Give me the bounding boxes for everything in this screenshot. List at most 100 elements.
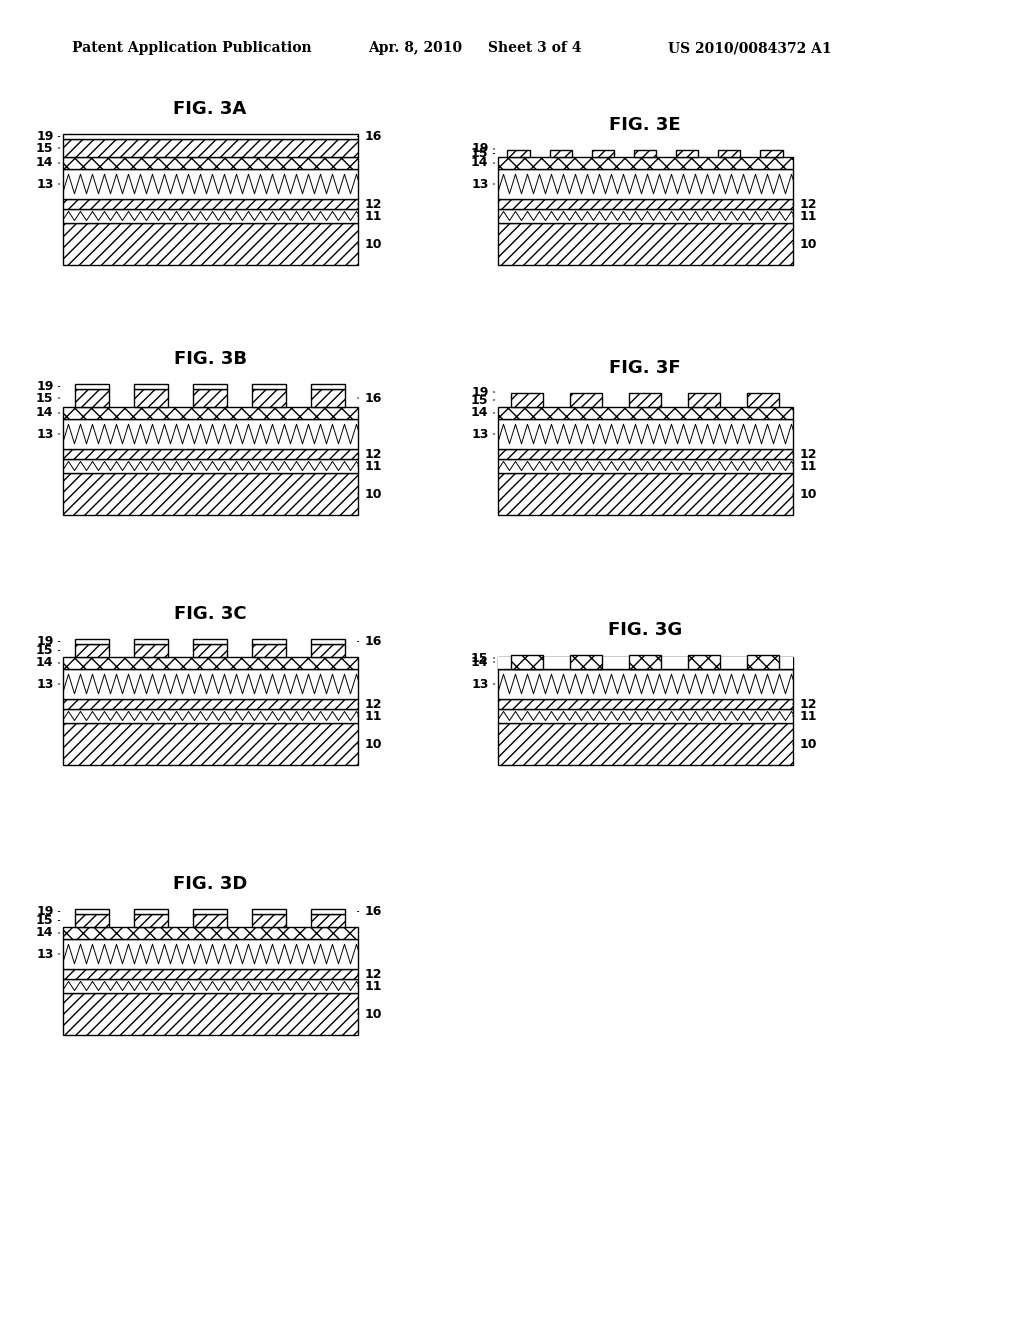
Bar [748, 393, 779, 407]
Bar [498, 169, 793, 199]
Text: Patent Application Publication: Patent Application Publication [72, 41, 311, 55]
Bar [252, 389, 286, 407]
Bar [194, 389, 227, 407]
Bar [134, 639, 168, 644]
Bar [62, 157, 357, 169]
Bar [688, 655, 720, 669]
Text: 19: 19 [36, 129, 53, 143]
Text: 10: 10 [800, 487, 817, 500]
Bar [498, 199, 793, 209]
Bar [62, 723, 357, 766]
Text: 16: 16 [365, 635, 382, 648]
Bar [134, 389, 168, 407]
Text: 14: 14 [36, 656, 53, 669]
Bar [629, 655, 660, 669]
Text: 16: 16 [365, 392, 382, 404]
Text: 13: 13 [36, 677, 53, 690]
Text: 11: 11 [365, 459, 382, 473]
Bar [62, 135, 357, 139]
Bar [62, 927, 357, 939]
Bar [498, 209, 793, 223]
Text: FIG. 3B: FIG. 3B [173, 350, 247, 368]
Bar [498, 723, 793, 766]
Bar [62, 209, 357, 223]
Bar [676, 150, 698, 157]
Bar [311, 644, 345, 657]
Text: 10: 10 [365, 738, 382, 751]
Bar [550, 150, 571, 157]
Text: 12: 12 [365, 697, 382, 710]
Text: 15: 15 [471, 652, 488, 664]
Bar [498, 449, 793, 459]
Bar [498, 407, 793, 418]
Text: 13: 13 [471, 177, 488, 190]
Bar [62, 939, 357, 969]
Bar [62, 657, 357, 669]
Bar [194, 644, 227, 657]
Bar [62, 979, 357, 993]
Text: 13: 13 [471, 677, 488, 690]
Text: FIG. 3C: FIG. 3C [174, 605, 247, 623]
Text: 11: 11 [365, 710, 382, 722]
Bar [62, 669, 357, 700]
Bar [62, 169, 357, 199]
Text: 14: 14 [471, 407, 488, 420]
Text: FIG. 3A: FIG. 3A [173, 100, 247, 117]
Bar [498, 418, 793, 449]
Bar [75, 389, 109, 407]
Text: 13: 13 [36, 428, 53, 441]
Bar [134, 913, 168, 927]
Text: 11: 11 [365, 210, 382, 223]
Text: 12: 12 [800, 697, 817, 710]
Text: 10: 10 [365, 1007, 382, 1020]
Bar [62, 969, 357, 979]
Bar [75, 913, 109, 927]
Text: FIG. 3G: FIG. 3G [608, 620, 682, 639]
Text: 13: 13 [36, 948, 53, 961]
Text: 10: 10 [800, 238, 817, 251]
Bar [498, 700, 793, 709]
Text: 16: 16 [365, 129, 382, 143]
Text: 19: 19 [471, 143, 488, 156]
Bar [62, 459, 357, 473]
Bar [75, 639, 109, 644]
Bar [311, 389, 345, 407]
Text: 14: 14 [36, 157, 53, 169]
Bar [252, 384, 286, 389]
Bar [62, 700, 357, 709]
Bar [311, 384, 345, 389]
Text: 15: 15 [471, 147, 488, 160]
Text: 15: 15 [36, 644, 53, 657]
Text: 11: 11 [365, 979, 382, 993]
Text: 15: 15 [36, 141, 53, 154]
Text: 14: 14 [36, 407, 53, 420]
Bar [498, 223, 793, 265]
Bar [311, 639, 345, 644]
Text: 15: 15 [36, 392, 53, 404]
Text: 10: 10 [365, 487, 382, 500]
Bar [194, 384, 227, 389]
Bar [748, 655, 779, 669]
Text: 12: 12 [365, 447, 382, 461]
Bar [134, 384, 168, 389]
Text: 11: 11 [800, 210, 817, 223]
Text: FIG. 3D: FIG. 3D [173, 875, 247, 894]
Text: 14: 14 [471, 656, 488, 668]
Text: 12: 12 [365, 968, 382, 981]
Bar [62, 199, 357, 209]
Bar [498, 473, 793, 515]
Bar [498, 657, 793, 669]
Bar [252, 639, 286, 644]
Bar [62, 709, 357, 723]
Bar [62, 139, 357, 157]
Text: 11: 11 [800, 459, 817, 473]
Bar [498, 459, 793, 473]
Bar [498, 657, 793, 669]
Bar [498, 669, 793, 700]
Text: 16: 16 [365, 906, 382, 917]
Bar [688, 393, 720, 407]
Text: 19: 19 [36, 906, 53, 917]
Bar [134, 909, 168, 913]
Text: 10: 10 [365, 238, 382, 251]
Bar [629, 393, 660, 407]
